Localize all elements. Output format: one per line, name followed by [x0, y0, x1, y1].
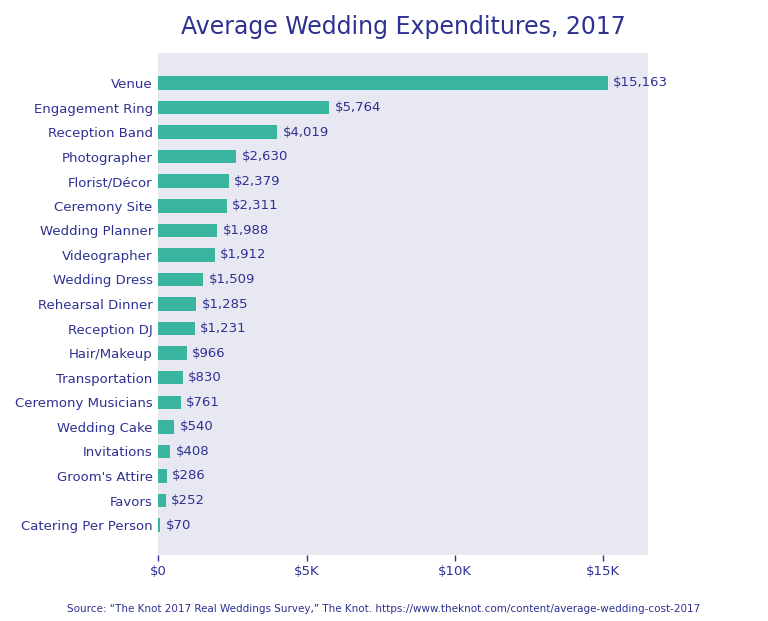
Bar	[158, 347, 187, 360]
Text: Source: “The Knot 2017 Real Weddings Survey,” The Knot. https://www.theknot.com/: Source: “The Knot 2017 Real Weddings Sur…	[68, 604, 700, 614]
Text: $4,019: $4,019	[283, 125, 329, 138]
Text: $1,285: $1,285	[202, 297, 248, 310]
Bar	[158, 101, 329, 114]
Text: $761: $761	[186, 396, 220, 409]
Bar	[158, 371, 183, 384]
Bar	[158, 76, 608, 90]
Text: $408: $408	[176, 445, 210, 458]
Bar	[158, 519, 161, 532]
Text: $5,764: $5,764	[335, 101, 381, 114]
Text: $2,630: $2,630	[242, 150, 288, 163]
Bar	[158, 273, 203, 286]
Bar	[158, 199, 227, 212]
Bar	[158, 150, 237, 163]
Text: $2,311: $2,311	[232, 199, 279, 212]
Text: $1,231: $1,231	[200, 322, 247, 335]
Bar	[158, 322, 195, 335]
Text: $2,379: $2,379	[234, 175, 280, 188]
Text: $540: $540	[180, 420, 214, 433]
Bar	[158, 224, 217, 237]
Bar	[158, 175, 229, 188]
Bar	[158, 469, 167, 483]
Text: $1,912: $1,912	[220, 248, 266, 261]
Bar	[158, 125, 277, 139]
Text: $286: $286	[172, 469, 206, 483]
Title: Average Wedding Expenditures, 2017: Average Wedding Expenditures, 2017	[180, 15, 625, 39]
Bar	[158, 445, 170, 458]
Bar	[158, 297, 197, 310]
Text: $966: $966	[192, 347, 226, 360]
Bar	[158, 248, 215, 261]
Bar	[158, 396, 181, 409]
Bar	[158, 494, 166, 507]
Text: $1,509: $1,509	[208, 273, 255, 286]
Text: $1,988: $1,988	[223, 224, 269, 237]
Text: $252: $252	[171, 494, 205, 507]
Text: $830: $830	[188, 371, 222, 384]
Text: $15,163: $15,163	[614, 76, 668, 89]
Text: $70: $70	[166, 519, 191, 532]
Bar	[158, 420, 174, 433]
